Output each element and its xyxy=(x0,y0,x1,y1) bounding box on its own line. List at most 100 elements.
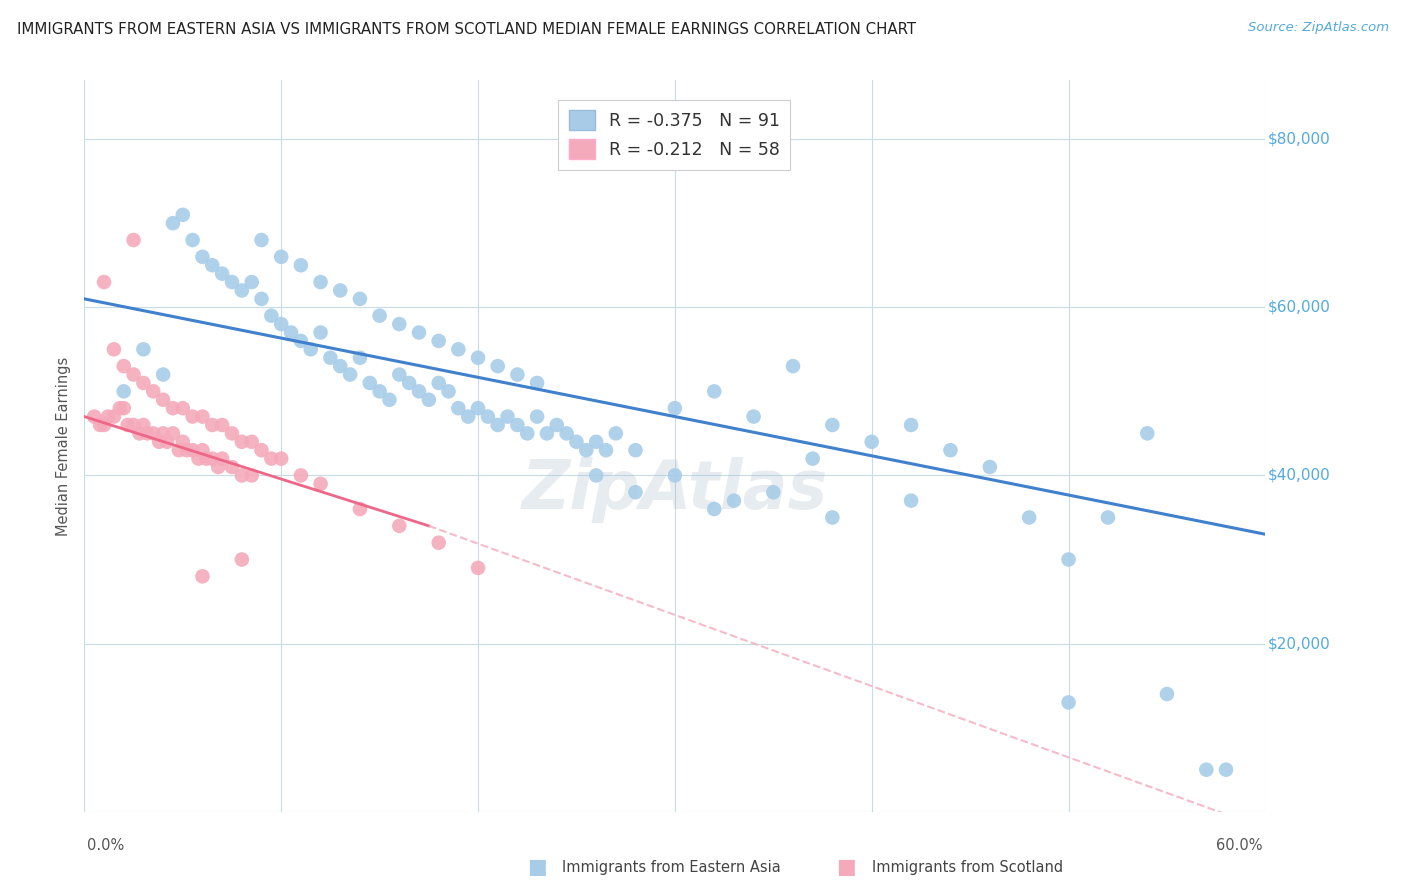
Point xyxy=(595,443,617,458)
Point xyxy=(250,443,273,458)
Point xyxy=(821,510,844,524)
Point xyxy=(221,275,243,289)
Point xyxy=(1057,695,1080,709)
Point xyxy=(1195,763,1218,777)
Point xyxy=(195,451,218,466)
Point xyxy=(408,326,430,340)
Point xyxy=(112,359,135,373)
Point xyxy=(359,376,381,390)
Point xyxy=(624,443,647,458)
Point xyxy=(427,535,450,549)
Point xyxy=(486,417,509,432)
Point xyxy=(939,443,962,458)
Point xyxy=(191,443,214,458)
Text: $40,000: $40,000 xyxy=(1268,468,1330,483)
Point xyxy=(742,409,765,424)
Point xyxy=(162,426,184,441)
Point xyxy=(664,468,686,483)
Point xyxy=(231,434,253,449)
Point xyxy=(368,384,391,399)
Point xyxy=(477,409,499,424)
Point xyxy=(536,426,558,441)
Point xyxy=(486,359,509,373)
Point xyxy=(860,434,883,449)
Point xyxy=(309,476,332,491)
Point xyxy=(181,409,204,424)
Point xyxy=(319,351,342,365)
Point xyxy=(821,417,844,432)
Text: 0.0%: 0.0% xyxy=(87,838,124,853)
Point xyxy=(211,267,233,281)
Point xyxy=(408,384,430,399)
Point xyxy=(349,351,371,365)
Point xyxy=(191,250,214,264)
Point xyxy=(437,384,460,399)
Point xyxy=(250,292,273,306)
Point xyxy=(1215,763,1237,777)
Point xyxy=(83,409,105,424)
Point xyxy=(128,426,150,441)
Point xyxy=(329,284,352,298)
Point xyxy=(349,502,371,516)
Point xyxy=(565,434,588,449)
Point xyxy=(349,292,371,306)
Point xyxy=(1097,510,1119,524)
Point xyxy=(148,434,170,449)
Text: $60,000: $60,000 xyxy=(1268,300,1330,315)
Point xyxy=(280,326,302,340)
Point xyxy=(762,485,785,500)
Point xyxy=(108,401,131,416)
Point xyxy=(250,233,273,247)
Point xyxy=(467,561,489,575)
Point xyxy=(240,275,263,289)
Point xyxy=(122,368,145,382)
Text: Source: ZipAtlas.com: Source: ZipAtlas.com xyxy=(1249,21,1389,34)
Point xyxy=(103,343,125,357)
Point xyxy=(172,434,194,449)
Point xyxy=(427,376,450,390)
Point xyxy=(339,368,361,382)
Point xyxy=(398,376,420,390)
Point xyxy=(270,250,292,264)
Point xyxy=(585,434,607,449)
Point xyxy=(142,384,165,399)
Point xyxy=(447,401,470,416)
Point xyxy=(467,401,489,416)
Point xyxy=(240,468,263,483)
Point xyxy=(496,409,519,424)
Point xyxy=(152,426,174,441)
Point xyxy=(506,368,529,382)
Text: ■: ■ xyxy=(527,857,547,877)
Point xyxy=(167,443,190,458)
Point xyxy=(152,368,174,382)
Point xyxy=(516,426,538,441)
Point xyxy=(187,451,209,466)
Point xyxy=(703,502,725,516)
Point xyxy=(388,368,411,382)
Point xyxy=(132,343,155,357)
Point xyxy=(211,451,233,466)
Point xyxy=(162,401,184,416)
Point xyxy=(260,451,283,466)
Point xyxy=(136,426,159,441)
Text: $20,000: $20,000 xyxy=(1268,636,1330,651)
Point xyxy=(1136,426,1159,441)
Point xyxy=(309,275,332,289)
Point xyxy=(457,409,479,424)
Point xyxy=(1057,552,1080,566)
Point xyxy=(368,309,391,323)
Point xyxy=(624,485,647,500)
Y-axis label: Median Female Earnings: Median Female Earnings xyxy=(56,357,72,535)
Point xyxy=(207,460,229,475)
Text: 60.0%: 60.0% xyxy=(1216,838,1263,853)
Point xyxy=(176,443,198,458)
Point xyxy=(270,451,292,466)
Point xyxy=(260,309,283,323)
Point xyxy=(378,392,401,407)
Point xyxy=(388,317,411,331)
Point xyxy=(162,216,184,230)
Text: ZipAtlas: ZipAtlas xyxy=(522,457,828,523)
Point xyxy=(723,493,745,508)
Point xyxy=(172,401,194,416)
Point xyxy=(290,334,312,348)
